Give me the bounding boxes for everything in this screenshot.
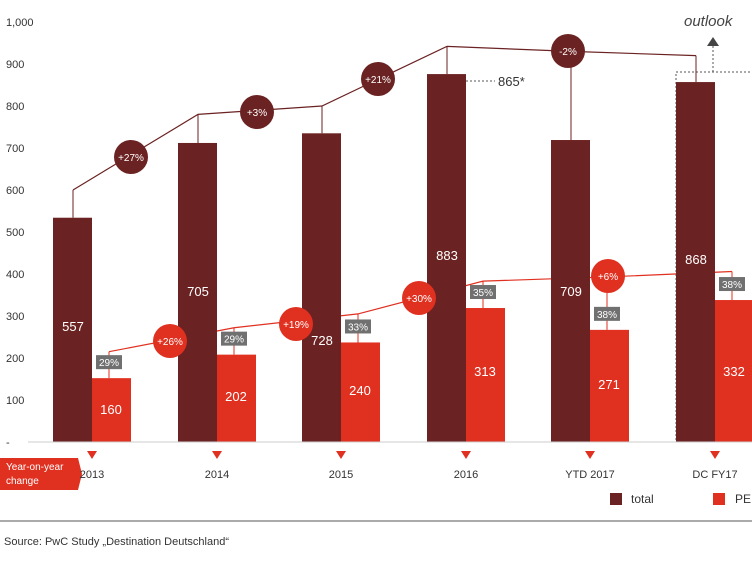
pe-change-circle: [591, 259, 625, 293]
x-axis: Year-on-year change 2013 2014 2015 2016 YTD 20…: [0, 441, 752, 490]
yoy-label-line2: change: [6, 476, 39, 487]
total-value-label: 728: [311, 333, 333, 348]
total-bar-ytd-2017: [551, 140, 590, 442]
pe-value-label: 332: [723, 364, 745, 379]
pe-change-circle: [279, 307, 313, 341]
pe-share-box: [96, 355, 122, 370]
pe-share-box: [470, 285, 496, 300]
y-tick-label: 300: [6, 311, 24, 323]
total-change-label: +21%: [365, 75, 391, 86]
pe-share-label: 29%: [224, 335, 244, 346]
pe-value-label: 271: [598, 377, 620, 392]
outlook-arrow-icon: [707, 37, 719, 46]
legend-label-pe: PE: [735, 492, 751, 506]
pe-value-label: 202: [225, 389, 247, 404]
pe-bar-dc-fy17: [715, 300, 752, 442]
total-value-label: 868: [685, 252, 707, 267]
bars: [53, 74, 752, 443]
pe-share-box: [345, 319, 371, 334]
pe-share-box: [221, 331, 247, 346]
category-marker-icon: [585, 451, 595, 459]
y-tick-label: 800: [6, 101, 24, 113]
pe-value-label: 160: [100, 402, 122, 417]
category-marker-icon: [461, 451, 471, 459]
annotation-865: 865*: [498, 74, 525, 89]
total-value-label: 705: [187, 284, 209, 299]
pe-share-label: 29%: [99, 358, 119, 369]
total-bar-dc-fy17: [676, 82, 715, 442]
total-bar-2016: [427, 74, 466, 442]
pe-change-circle: [402, 281, 436, 315]
y-axis: 1,000 900 800 700 600 500 400 300 200 100 -: [6, 17, 34, 449]
total-bar-2013: [53, 217, 92, 442]
yoy-label-line1: Year-on-year: [6, 462, 64, 473]
category-label: 2016: [454, 469, 478, 481]
y-tick-label: 900: [6, 59, 24, 71]
pe-change-label: +30%: [406, 294, 432, 305]
pe-change-label: +19%: [283, 320, 309, 331]
pe-value-label: 313: [474, 364, 496, 379]
pe-bar-2016: [466, 308, 505, 442]
y-tick-label: 100: [6, 395, 24, 407]
legend: total PE Source: PwC Study „Destination De…: [0, 492, 752, 548]
total-change-circle: [551, 34, 585, 68]
category-label: DC FY17: [692, 469, 737, 481]
legend-label-total: total: [631, 492, 654, 506]
pe-change-label: +6%: [598, 272, 618, 283]
pe-share-label: 35%: [473, 288, 493, 299]
pe-change-label: +26%: [157, 337, 183, 348]
total-bar-2015: [302, 133, 341, 443]
category-marker-icon: [212, 451, 222, 459]
total-value-label: 883: [436, 248, 458, 263]
total-change-label: +3%: [247, 108, 267, 119]
pe-value-label: 240: [349, 383, 371, 398]
category-marker-icon: [710, 451, 720, 459]
outlook-label: outlook: [684, 13, 734, 30]
pe-bar-2013: [92, 378, 131, 442]
total-change-label: -2%: [559, 47, 577, 58]
total-change-circle: [240, 95, 274, 129]
pe-share-box: [719, 277, 745, 292]
category-label: 2015: [329, 469, 353, 481]
category-label: YTD 2017: [565, 469, 615, 481]
y-tick-label: -: [6, 437, 10, 449]
source-text: Source: PwC Study „Destination Deutschla…: [4, 536, 229, 548]
yoy-label-arrow: [78, 458, 82, 490]
y-tick-label: 600: [6, 185, 24, 197]
legend-swatch-pe: [713, 493, 725, 505]
pe-share-label: 38%: [722, 280, 742, 291]
category-label: 2014: [205, 469, 229, 481]
legend-swatch-total: [610, 493, 622, 505]
y-tick-label: 700: [6, 143, 24, 155]
labels: 557 705 728 883 709 868 160 202 240 313 271 332 29% 2…: [62, 34, 745, 417]
total-value-label: 557: [62, 319, 84, 334]
total-change-circle: [114, 140, 148, 174]
y-tick-label: 200: [6, 353, 24, 365]
pe-bar-2015: [341, 342, 380, 442]
pe-change-circle: [153, 324, 187, 358]
pe-bar-2014: [217, 354, 256, 442]
pe-bar-ytd-2017: [590, 329, 629, 442]
pe-share-label: 33%: [348, 322, 368, 333]
yoy-label-box: [0, 458, 78, 490]
pe-share-label: 38%: [597, 310, 617, 321]
y-tick-label: 400: [6, 269, 24, 281]
category-marker-icon: [336, 451, 346, 459]
total-bar-2014: [178, 142, 217, 442]
category-label: 2013: [80, 469, 104, 481]
total-change-circle: [361, 62, 395, 96]
category-marker-icon: [87, 451, 97, 459]
y-tick-label: 500: [6, 227, 24, 239]
total-value-label: 709: [560, 284, 582, 299]
y-tick-label: 1,000: [6, 17, 34, 29]
total-change-label: +27%: [118, 153, 144, 164]
pe-share-box: [594, 306, 620, 321]
